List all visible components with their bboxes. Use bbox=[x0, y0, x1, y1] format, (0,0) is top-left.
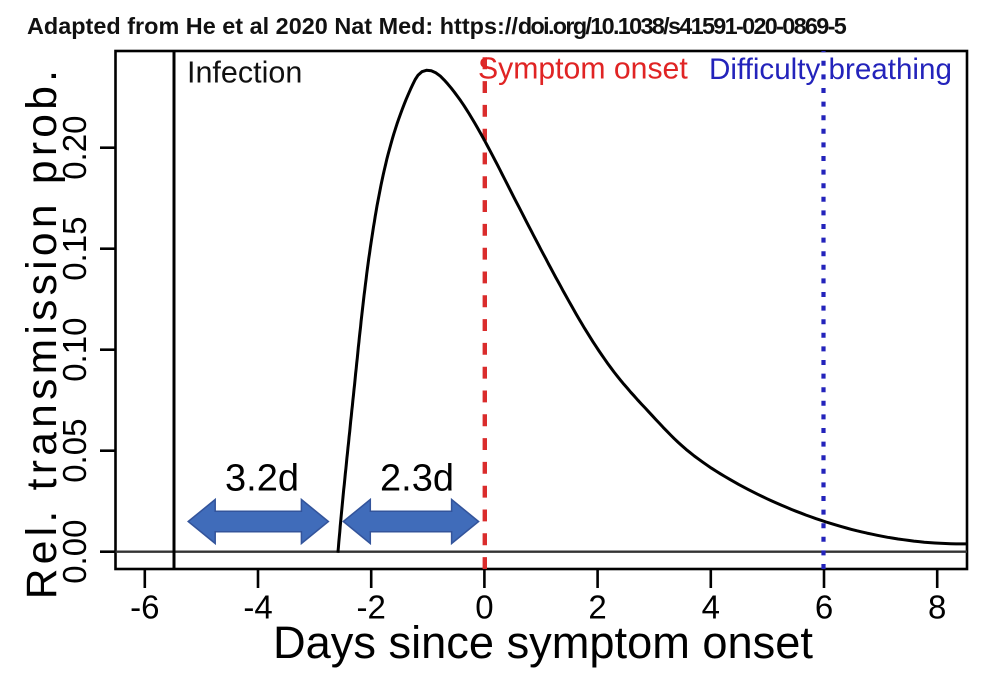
svg-text:0.20: 0.20 bbox=[56, 116, 93, 180]
svg-text:-4: -4 bbox=[243, 589, 272, 626]
svg-text:Infection: Infection bbox=[187, 56, 302, 90]
svg-text:2.3d: 2.3d bbox=[380, 458, 454, 500]
svg-text:0: 0 bbox=[475, 589, 493, 626]
svg-text:2: 2 bbox=[588, 589, 606, 626]
svg-text:0.05: 0.05 bbox=[56, 419, 93, 483]
svg-text:0.10: 0.10 bbox=[56, 318, 93, 382]
svg-text:Difficulty breathing: Difficulty breathing bbox=[709, 53, 952, 86]
svg-text:Adapted from He et al 2020 Nat: Adapted from He et al 2020 Nat Med: http… bbox=[27, 13, 847, 39]
svg-text:Rel. transmission prob.: Rel. transmission prob. bbox=[19, 66, 66, 600]
svg-text:0.15: 0.15 bbox=[56, 217, 93, 281]
svg-text:4: 4 bbox=[702, 589, 720, 626]
svg-text:Symptom onset: Symptom onset bbox=[478, 53, 688, 86]
svg-text:0.00: 0.00 bbox=[56, 520, 93, 584]
svg-text:Days since symptom onset: Days since symptom onset bbox=[273, 617, 813, 668]
svg-text:6: 6 bbox=[815, 589, 833, 626]
svg-text:8: 8 bbox=[928, 589, 946, 626]
svg-text:-2: -2 bbox=[357, 589, 386, 626]
svg-text:3.2d: 3.2d bbox=[225, 458, 299, 500]
svg-text:-6: -6 bbox=[130, 589, 159, 626]
